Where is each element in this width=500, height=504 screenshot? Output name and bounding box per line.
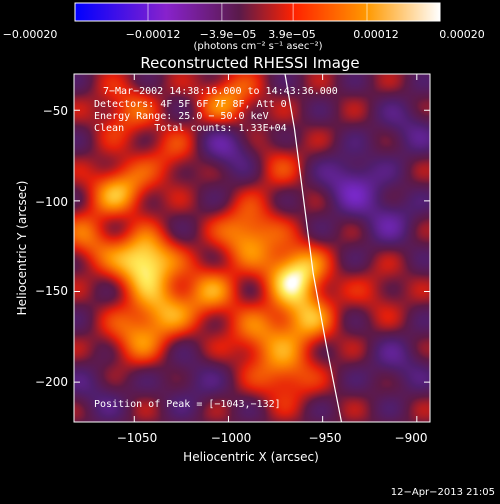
- plot-frame: [73, 73, 431, 423]
- x-axis-label: Heliocentric X (arcsec): [183, 450, 319, 464]
- x-tick-label-3: −900: [395, 431, 428, 445]
- peak-position-label: Position of Peak = [−1043,−132]: [94, 399, 281, 410]
- colorbar-ticks: [147, 3, 368, 21]
- colorbar-tick-label-3: 3.9e−05: [268, 28, 315, 41]
- solar-limb-curve: [284, 73, 343, 423]
- colorbar-tick-label-0: −0.00020: [3, 28, 58, 41]
- colorbar: [74, 2, 441, 22]
- y-axis-label: Heliocentric Y (arcsec): [15, 181, 29, 316]
- chart-title: Reconstructed RHESSI Image: [140, 54, 359, 72]
- y-tick-label-1: −100: [35, 195, 68, 209]
- x-tick-label-1: −1000: [211, 431, 252, 445]
- colorbar-unit-label: (photons cm⁻² s⁻¹ asec⁻²): [193, 41, 322, 52]
- y-tick-label-0: −50: [43, 104, 68, 118]
- annotation-detectors: Detectors: 4F 5F 6F 7F 8F, Att 0: [94, 99, 287, 110]
- annotation-energy-range: Energy Range: 25.0 − 50.0 keV: [94, 111, 269, 122]
- footer-timestamp: 12−Apr−2013 21:05: [391, 487, 495, 498]
- x-tick-label-2: −950: [309, 431, 342, 445]
- colorbar-tick-label-5: 0.00020: [439, 28, 485, 41]
- annotation-time-range: 7−Mar−2002 14:38:16.000 to 14:43:36.000: [103, 86, 338, 97]
- colorbar-tick-label-1: −0.00012: [126, 28, 181, 41]
- annotation-clean-counts: Clean Total counts: 1.33E+04: [94, 123, 287, 134]
- colorbar-tick-label-2: −3.9e−05: [200, 28, 257, 41]
- colorbar-tick-label-4: 0.00012: [353, 28, 399, 41]
- axis-ticks: [74, 74, 430, 422]
- y-tick-label-3: −200: [35, 375, 68, 389]
- heatmap-image: [74, 74, 430, 422]
- x-tick-label-0: −1050: [117, 431, 158, 445]
- y-tick-label-2: −150: [35, 284, 68, 298]
